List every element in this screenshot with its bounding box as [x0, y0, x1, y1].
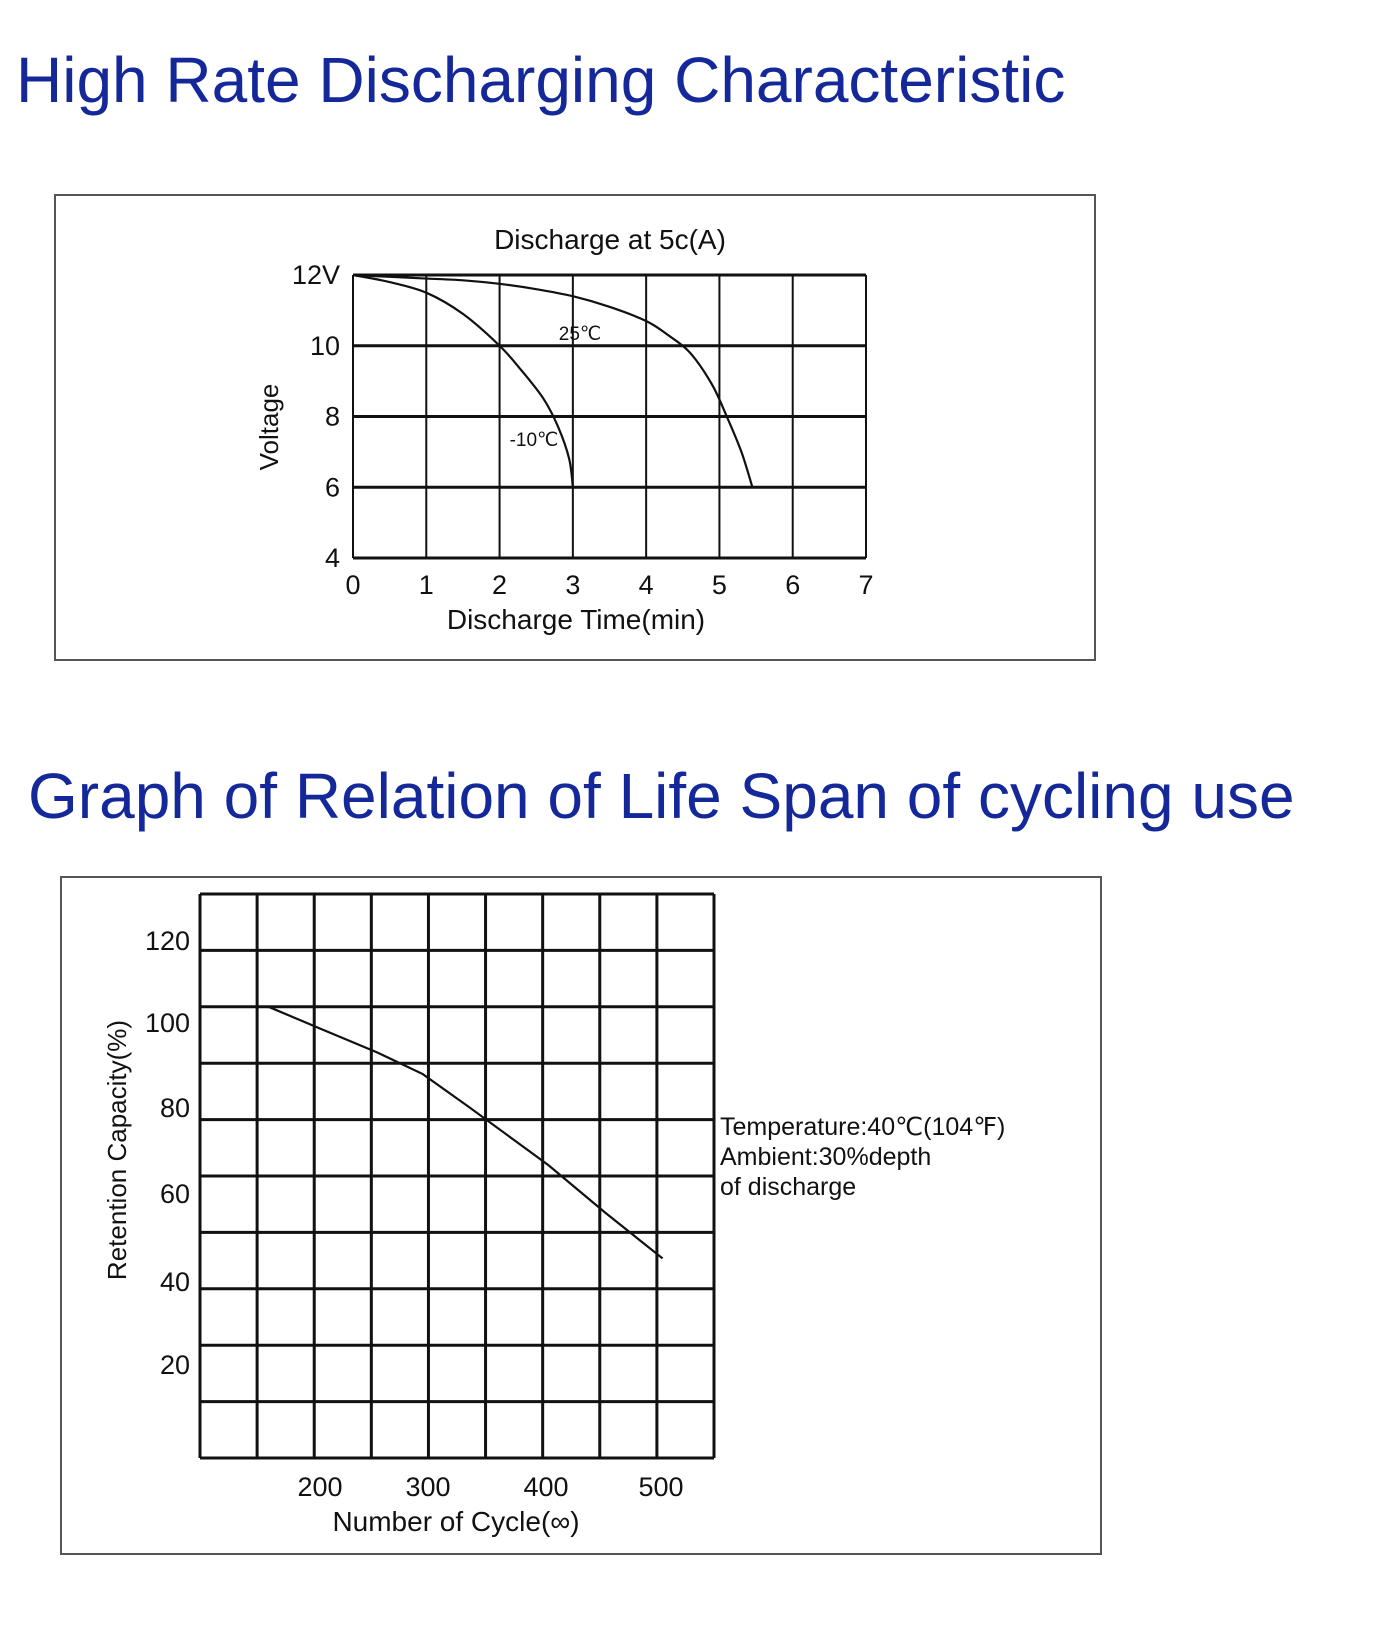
x-tick-label: 5 [712, 570, 727, 600]
x-tick-label: 3 [565, 570, 580, 600]
series-line-retention [268, 1005, 664, 1260]
x-tick-label: 300 [405, 1472, 450, 1502]
annotation-temperature: Temperature:40℃(104℉) [720, 1113, 1005, 1141]
discharge-x-axis-label: Discharge Time(min) [447, 604, 705, 635]
y-tick-label: 10 [310, 331, 340, 361]
x-tick-label: 1 [419, 570, 434, 600]
discharge-chart-title: Discharge at 5c(A) [494, 224, 726, 255]
series-line-25c [352, 273, 754, 488]
y-tick-label: 120 [145, 926, 190, 956]
discharge-series [352, 273, 754, 488]
series-label-25c: 25℃ [559, 324, 601, 345]
annotation-discharge: of discharge [720, 1173, 856, 1201]
x-tick-label: 7 [858, 570, 873, 600]
cycle-life-series [268, 1005, 664, 1260]
cycle-life-chart: 120 100 80 60 40 20 200 300 400 500 Retention Cap… [102, 892, 1005, 1537]
series-line-minus10c [352, 273, 574, 488]
discharge-heading: High Rate Discharging Characteristic [16, 44, 1066, 116]
y-tick-label: 20 [160, 1350, 190, 1380]
discharge-chart-frame [54, 194, 1096, 661]
cycle-life-x-axis-label: Number of Cycle(∞) [332, 1506, 579, 1537]
cycle-life-grid [198, 892, 716, 1460]
y-tick-label: 100 [145, 1008, 190, 1038]
x-tick-label: 4 [639, 570, 654, 600]
y-tick-label: 80 [160, 1093, 190, 1123]
x-tick-label: 500 [638, 1472, 683, 1502]
x-tick-label: 0 [345, 570, 360, 600]
y-tick-label: 40 [160, 1267, 190, 1297]
cycle-life-tick-labels: 120 100 80 60 40 20 200 300 400 500 [145, 926, 684, 1502]
x-tick-label: 2 [492, 570, 507, 600]
discharge-y-axis-label: Voltage [254, 384, 284, 471]
x-tick-label: 400 [523, 1472, 568, 1502]
y-tick-label: 6 [325, 472, 340, 502]
x-tick-label: 200 [297, 1472, 342, 1502]
y-tick-label: 4 [325, 543, 340, 573]
x-tick-label: 6 [785, 570, 800, 600]
series-label-minus10c: -10℃ [510, 430, 559, 451]
y-tick-label: 60 [160, 1179, 190, 1209]
discharge-grid [352, 273, 867, 560]
y-tick-label: 12V [292, 260, 340, 290]
cycle-life-heading: Graph of Relation of Life Span of cyclin… [28, 760, 1295, 832]
annotation-ambient: Ambient:30%depth [720, 1143, 931, 1171]
y-tick-label: 8 [325, 402, 340, 432]
cycle-life-chart-frame [60, 876, 1102, 1555]
cycle-life-y-axis-label: Retention Capacity(%) [102, 1020, 132, 1280]
